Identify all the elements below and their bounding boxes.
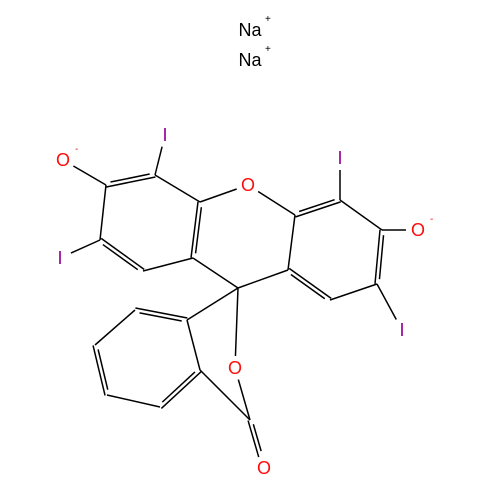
bond xyxy=(200,189,237,202)
atom-label-O: O xyxy=(411,220,425,240)
bond xyxy=(235,288,238,356)
bond xyxy=(288,215,295,270)
bond xyxy=(289,268,331,298)
bond xyxy=(73,166,106,185)
bond xyxy=(340,200,382,230)
bond xyxy=(140,313,182,321)
charge: + xyxy=(265,14,271,25)
charge: - xyxy=(75,144,78,155)
bond xyxy=(95,310,135,345)
bond xyxy=(155,175,200,202)
atom-label-I: I xyxy=(337,148,342,168)
atom-label-I: I xyxy=(162,125,167,145)
bond xyxy=(379,235,383,279)
counterion: Na xyxy=(238,50,262,70)
bond xyxy=(162,372,195,402)
atom-label-O: O xyxy=(241,175,255,195)
bond xyxy=(377,284,396,319)
bond xyxy=(103,245,138,270)
molecule-canvas: O-IIOIO-IOONa+Na+ xyxy=(0,0,500,500)
bond xyxy=(258,191,295,215)
bond xyxy=(187,320,200,370)
bond xyxy=(296,202,341,217)
bond xyxy=(193,258,238,288)
bond xyxy=(330,284,377,300)
bond xyxy=(187,288,238,320)
bond xyxy=(161,371,201,408)
atom-label-O: O xyxy=(257,458,271,478)
bond xyxy=(253,424,261,451)
atom-label-I: I xyxy=(399,320,404,340)
atom-label-O: O xyxy=(56,150,70,170)
atom-label-I: I xyxy=(57,248,62,268)
bond xyxy=(107,395,160,407)
bond xyxy=(191,202,198,258)
bond xyxy=(238,270,288,288)
atom-label-O: O xyxy=(228,358,242,378)
bond xyxy=(101,238,144,269)
charge: - xyxy=(430,214,433,225)
bond xyxy=(291,275,325,299)
bond xyxy=(155,147,162,175)
counterion: Na xyxy=(238,20,262,40)
charge: + xyxy=(265,44,271,55)
bond xyxy=(110,174,149,182)
bond xyxy=(71,240,100,253)
bond xyxy=(143,258,193,271)
bond xyxy=(100,185,106,240)
